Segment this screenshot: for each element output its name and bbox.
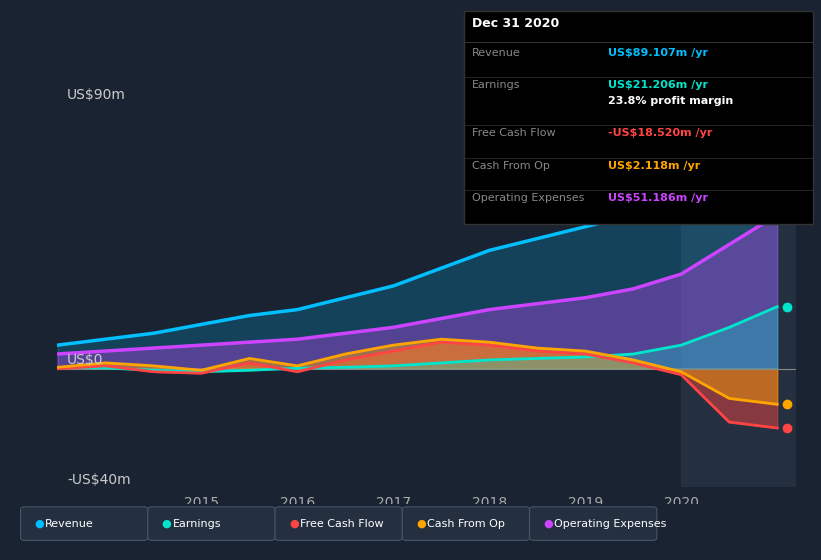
Text: Free Cash Flow: Free Cash Flow [472,128,556,138]
Text: Free Cash Flow: Free Cash Flow [300,519,383,529]
Text: US$2.118m /yr: US$2.118m /yr [608,161,699,171]
Text: Cash From Op: Cash From Op [427,519,505,529]
Text: Revenue: Revenue [45,519,94,529]
Text: -US$40m: -US$40m [67,473,131,487]
Text: Earnings: Earnings [172,519,221,529]
Text: US$89.107m /yr: US$89.107m /yr [608,48,708,58]
Text: Revenue: Revenue [472,48,521,58]
Text: US$90m: US$90m [67,88,126,102]
Text: ●: ● [544,519,553,529]
Text: ●: ● [162,519,172,529]
Text: US$51.186m /yr: US$51.186m /yr [608,193,708,203]
Text: -US$18.520m /yr: -US$18.520m /yr [608,128,712,138]
Text: Earnings: Earnings [472,80,521,90]
Text: Operating Expenses: Operating Expenses [472,193,585,203]
Bar [681,73,796,487]
Text: Cash From Op: Cash From Op [472,161,550,171]
Text: 23.8% profit margin: 23.8% profit margin [608,96,733,106]
Text: ●: ● [416,519,426,529]
Text: Dec 31 2020: Dec 31 2020 [472,17,559,30]
Text: Operating Expenses: Operating Expenses [554,519,667,529]
Text: US$21.206m /yr: US$21.206m /yr [608,80,708,90]
Text: ●: ● [34,519,44,529]
Text: ●: ● [289,519,299,529]
Text: US$0: US$0 [67,353,103,367]
